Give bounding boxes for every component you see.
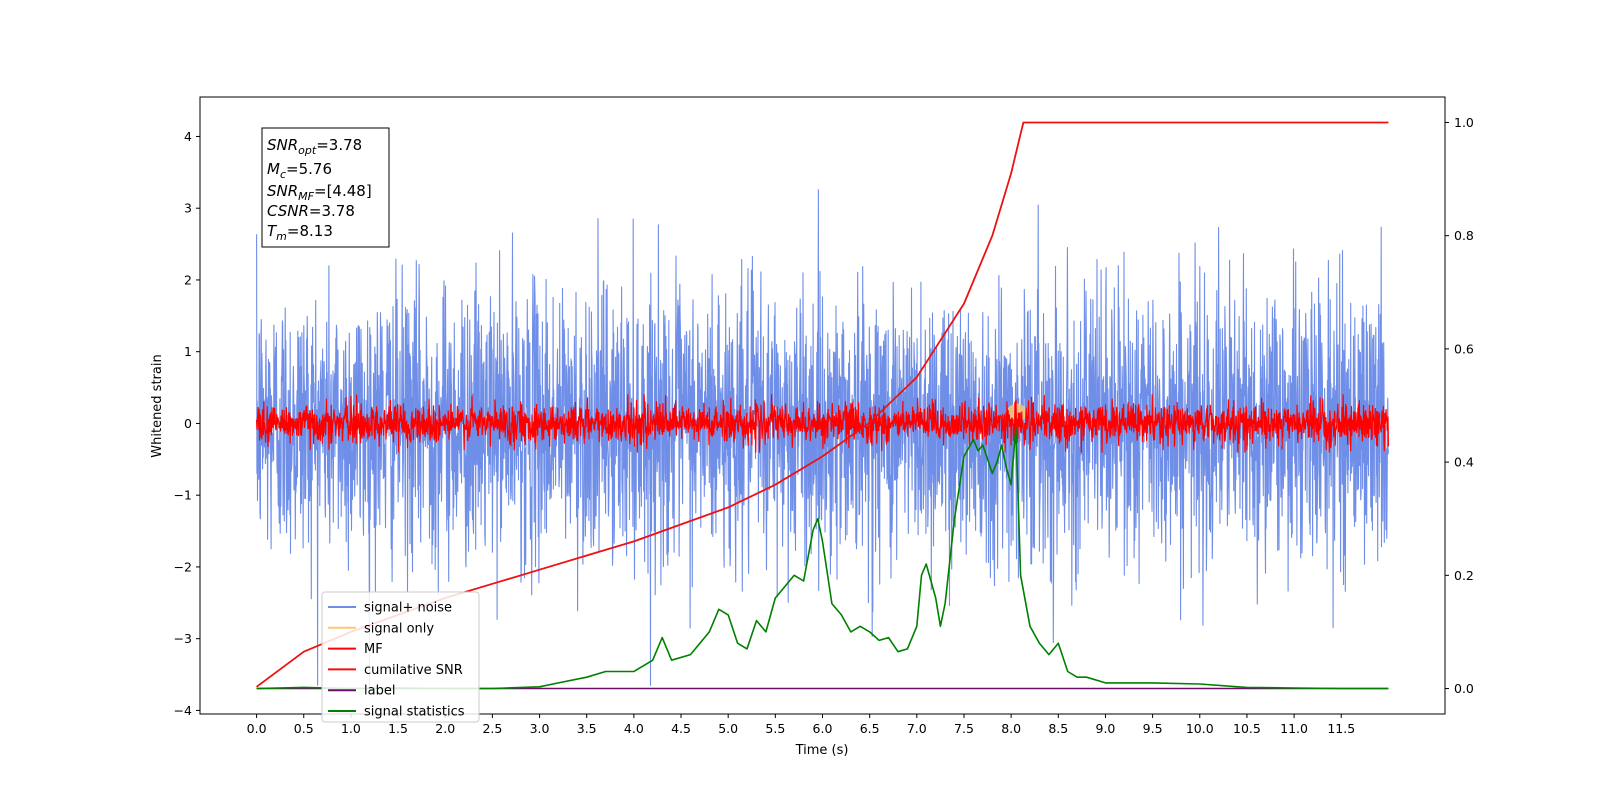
y-tick-label: 4 — [184, 129, 192, 144]
y2-tick-label: 0.4 — [1454, 455, 1474, 470]
series-mf — [256, 394, 1389, 453]
y-tick-label: −4 — [174, 703, 192, 718]
legend-frame — [321, 591, 480, 723]
y-tick-label: −1 — [174, 488, 192, 503]
info-tm: Tm=8.13 — [267, 222, 333, 243]
x-tick-label: 4.5 — [671, 721, 691, 736]
info-snr-opt: SNRopt=3.78 — [267, 136, 362, 157]
y-axis-right: 1.0 0.8 0.6 0.4 0.2 0.0 — [1445, 115, 1474, 696]
legend-label: signal statistics — [364, 705, 465, 720]
legend-label: signal only — [364, 621, 434, 636]
legend-label: label — [364, 684, 395, 699]
x-tick-label: 9.5 — [1143, 721, 1163, 736]
x-tick-label: 3.0 — [530, 721, 550, 736]
x-tick-label: 8.0 — [1001, 721, 1021, 736]
x-tick-label: 7.0 — [907, 721, 927, 736]
x-tick-label: 10.0 — [1186, 721, 1214, 736]
legend-label: signal+ noise — [364, 601, 452, 616]
y-tick-label: −3 — [174, 631, 192, 646]
x-tick-label: 1.0 — [341, 721, 361, 736]
x-tick-label: 2.5 — [482, 721, 502, 736]
x-tick-label: 0.0 — [247, 721, 267, 736]
x-tick-label: 7.5 — [954, 721, 974, 736]
y-axis-left: 4 3 2 1 0 −1 −2 −3 −4 — [174, 129, 200, 718]
x-tick-label: 9.0 — [1096, 721, 1116, 736]
x-tick-label: 0.5 — [294, 721, 314, 736]
x-tick-label: 2.0 — [435, 721, 455, 736]
legend: signal+ noise signal only MF cumilative SNR… — [321, 591, 480, 723]
y2-tick-label: 0.0 — [1454, 681, 1474, 696]
x-tick-label: 5.5 — [765, 721, 785, 736]
x-tick-label: 4.0 — [624, 721, 644, 736]
info-box-frame — [261, 127, 390, 248]
y-tick-label: 0 — [184, 416, 192, 431]
y-tick-label: 1 — [184, 344, 192, 359]
info-snr-mf: SNRMF=[4.48] — [267, 182, 372, 203]
x-axis: 0.0 0.5 1.0 1.5 2.0 2.5 3.0 3.5 4.0 4.5 5.0 5.5 6.0 6… — [247, 714, 1355, 736]
info-csnr: CSNR=3.78 — [267, 202, 355, 220]
y-axis-label: Whitened strain — [150, 354, 165, 457]
y2-tick-label: 0.2 — [1454, 568, 1474, 583]
x-tick-label: 10.5 — [1233, 721, 1261, 736]
x-tick-label: 6.0 — [813, 721, 833, 736]
series-signal-noise — [256, 189, 1389, 686]
y2-tick-label: 0.8 — [1454, 228, 1474, 243]
legend-label: cumilative SNR — [364, 663, 463, 678]
x-tick-label: 5.0 — [718, 721, 738, 736]
x-axis-label: Time (s) — [795, 743, 849, 758]
x-tick-label: 11.0 — [1280, 721, 1308, 736]
y-tick-label: −2 — [174, 559, 192, 574]
series-signal-statistics — [256, 427, 1389, 690]
legend-label: MF — [364, 642, 383, 657]
info-mc: Mc=5.76 — [267, 160, 332, 181]
x-tick-label: 3.5 — [577, 721, 597, 736]
x-tick-label: 11.5 — [1327, 721, 1355, 736]
y-tick-label: 2 — [184, 272, 192, 287]
y2-tick-label: 1.0 — [1454, 115, 1474, 130]
x-tick-label: 8.5 — [1048, 721, 1068, 736]
y-tick-label: 3 — [184, 201, 192, 216]
y2-tick-label: 0.6 — [1454, 341, 1474, 356]
x-tick-label: 6.5 — [860, 721, 880, 736]
info-box: SNRopt=3.78 Mc=5.76 SNRMF=[4.48] CSNR=3.… — [261, 127, 390, 248]
x-tick-label: 1.5 — [388, 721, 408, 736]
